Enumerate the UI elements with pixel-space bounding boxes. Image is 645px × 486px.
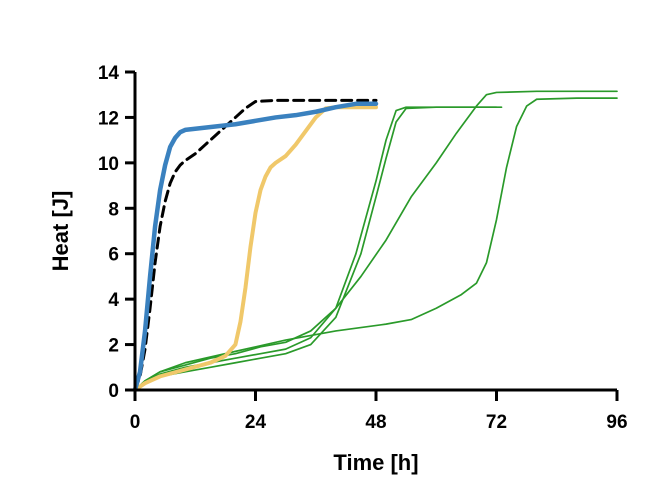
x-tick-label: 0 [130,412,141,433]
x-axis-title: Time [h] [333,450,418,475]
x-tick-label: 24 [245,412,267,433]
x-tick-label: 48 [365,412,386,433]
y-ticks: 0 2 4 6 8 10 12 14 [98,63,135,402]
y-tick-label: 0 [108,381,119,402]
series-green-4 [134,97,618,391]
y-axis-title: Heat [J] [48,191,73,272]
y-tick-label: 6 [108,245,119,266]
axes [133,72,617,392]
series-black-dashed [133,98,378,392]
y-tick-label: 4 [108,290,119,311]
series-green-1 [134,106,503,391]
x-tick-label: 72 [486,412,507,433]
x-tick-label: 96 [606,412,627,433]
x-ticks: 0 24 48 72 96 [130,390,628,433]
series-green-3 [134,90,618,391]
plot-lines [132,90,618,393]
series-green-2 [134,106,498,391]
y-tick-label: 12 [98,108,119,129]
series-yellow [133,105,378,392]
y-tick-label: 8 [108,199,119,220]
y-tick-label: 2 [108,336,119,357]
y-tick-label: 14 [98,63,120,84]
series-blue [132,101,379,393]
y-tick-label: 10 [98,154,119,175]
